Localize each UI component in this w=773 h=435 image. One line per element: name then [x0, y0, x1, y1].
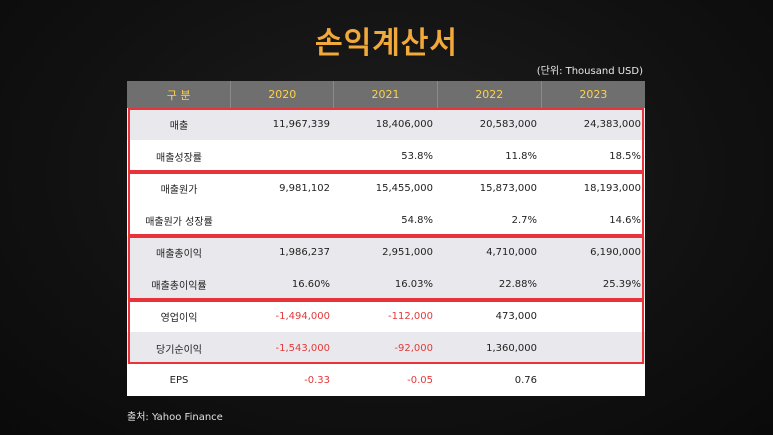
table-header: 구 분 2020 2021 2022 2023	[127, 81, 645, 108]
cell: 25.39%	[602, 278, 641, 290]
cell: 22.88%	[498, 278, 537, 290]
table-row: 매출성장률 53.8% 11.8% 18.5%	[127, 140, 645, 172]
revenue-group: 매출 11,967,339 18,406,000 20,583,000 24,3…	[127, 108, 645, 172]
row-label: 매출성장률	[156, 152, 202, 164]
table-row: EPS -0.33 -0.05 0.76	[127, 364, 645, 396]
cell	[231, 140, 334, 172]
row-label: 매출원가	[160, 184, 198, 196]
header-2023: 2023	[579, 88, 608, 101]
cell: 11,967,339	[272, 118, 330, 130]
row-label: 영업이익	[160, 312, 198, 324]
cell	[541, 332, 645, 364]
cell: -1,494,000	[275, 310, 330, 322]
table-row: 매출 11,967,339 18,406,000 20,583,000 24,3…	[127, 108, 645, 140]
cell: 2.7%	[511, 214, 537, 226]
row-label: 매출원가 성장률	[145, 216, 213, 228]
income-statement-table: 구 분 2020 2021 2022 2023 매출 11,967,339 18…	[127, 81, 645, 396]
table-row: 당기순이익 -1,543,000 -92,000 1,360,000	[127, 332, 645, 364]
cell: 20,583,000	[479, 118, 537, 130]
row-label: 매출총이익률	[151, 280, 207, 292]
cell	[541, 364, 645, 396]
cell: 473,000	[495, 310, 537, 322]
cell: 16.60%	[291, 278, 330, 290]
table-row: 매출원가 성장률 54.8% 2.7% 14.6%	[127, 204, 645, 236]
cell: -112,000	[388, 310, 433, 322]
cell: -92,000	[394, 342, 433, 354]
cell: 14.6%	[609, 214, 641, 226]
unit-label: (단위: Thousand USD)	[536, 66, 643, 77]
cell: 24,383,000	[583, 118, 641, 130]
cell: 9,981,102	[279, 182, 330, 194]
header-2021: 2021	[334, 81, 438, 108]
cell: 18,406,000	[375, 118, 433, 130]
header-2022: 2022	[438, 81, 542, 108]
cell: -0.05	[407, 374, 433, 386]
income-group: 영업이익 -1,494,000 -112,000 473,000 당기순이익 -…	[127, 300, 645, 364]
cell: 53.8%	[401, 150, 433, 162]
cell: 15,455,000	[375, 182, 433, 194]
table-row: 매출총이익률 16.60% 16.03% 22.88% 25.39%	[127, 268, 645, 300]
cost-group: 매출원가 9,981,102 15,455,000 15,873,000 18,…	[127, 172, 645, 236]
cell: 1,986,237	[279, 246, 330, 258]
cell	[541, 300, 645, 332]
cell: 4,710,000	[486, 246, 537, 258]
table-row: 매출원가 9,981,102 15,455,000 15,873,000 18,…	[127, 172, 645, 204]
cell: 54.8%	[401, 214, 433, 226]
table-row: 매출총이익 1,986,237 2,951,000 4,710,000 6,19…	[127, 236, 645, 268]
source-note: 출처: Yahoo Finance	[127, 412, 223, 423]
cell: 18.5%	[609, 150, 641, 162]
row-label: EPS	[169, 374, 189, 386]
cell: 15,873,000	[479, 182, 537, 194]
gross-profit-group: 매출총이익 1,986,237 2,951,000 4,710,000 6,19…	[127, 236, 645, 300]
row-label: 매출	[169, 120, 189, 132]
cell: 16.03%	[394, 278, 433, 290]
cell: -0.33	[304, 374, 330, 386]
row-label: 매출총이익	[156, 248, 202, 260]
cell: 11.8%	[505, 150, 537, 162]
table-row: 영업이익 -1,494,000 -112,000 473,000	[127, 300, 645, 332]
cell: 6,190,000	[590, 246, 641, 258]
row-label: 당기순이익	[156, 344, 202, 356]
cell: 2,951,000	[382, 246, 433, 258]
cell: 1,360,000	[486, 342, 537, 354]
cell: -1,543,000	[275, 342, 330, 354]
cell	[231, 204, 334, 236]
header-category: 구 분	[127, 81, 232, 108]
page-title: 손익계산서	[315, 26, 458, 61]
cell: 0.76	[514, 374, 537, 386]
header-2020: 2020	[231, 81, 335, 108]
cell: 18,193,000	[583, 182, 641, 194]
